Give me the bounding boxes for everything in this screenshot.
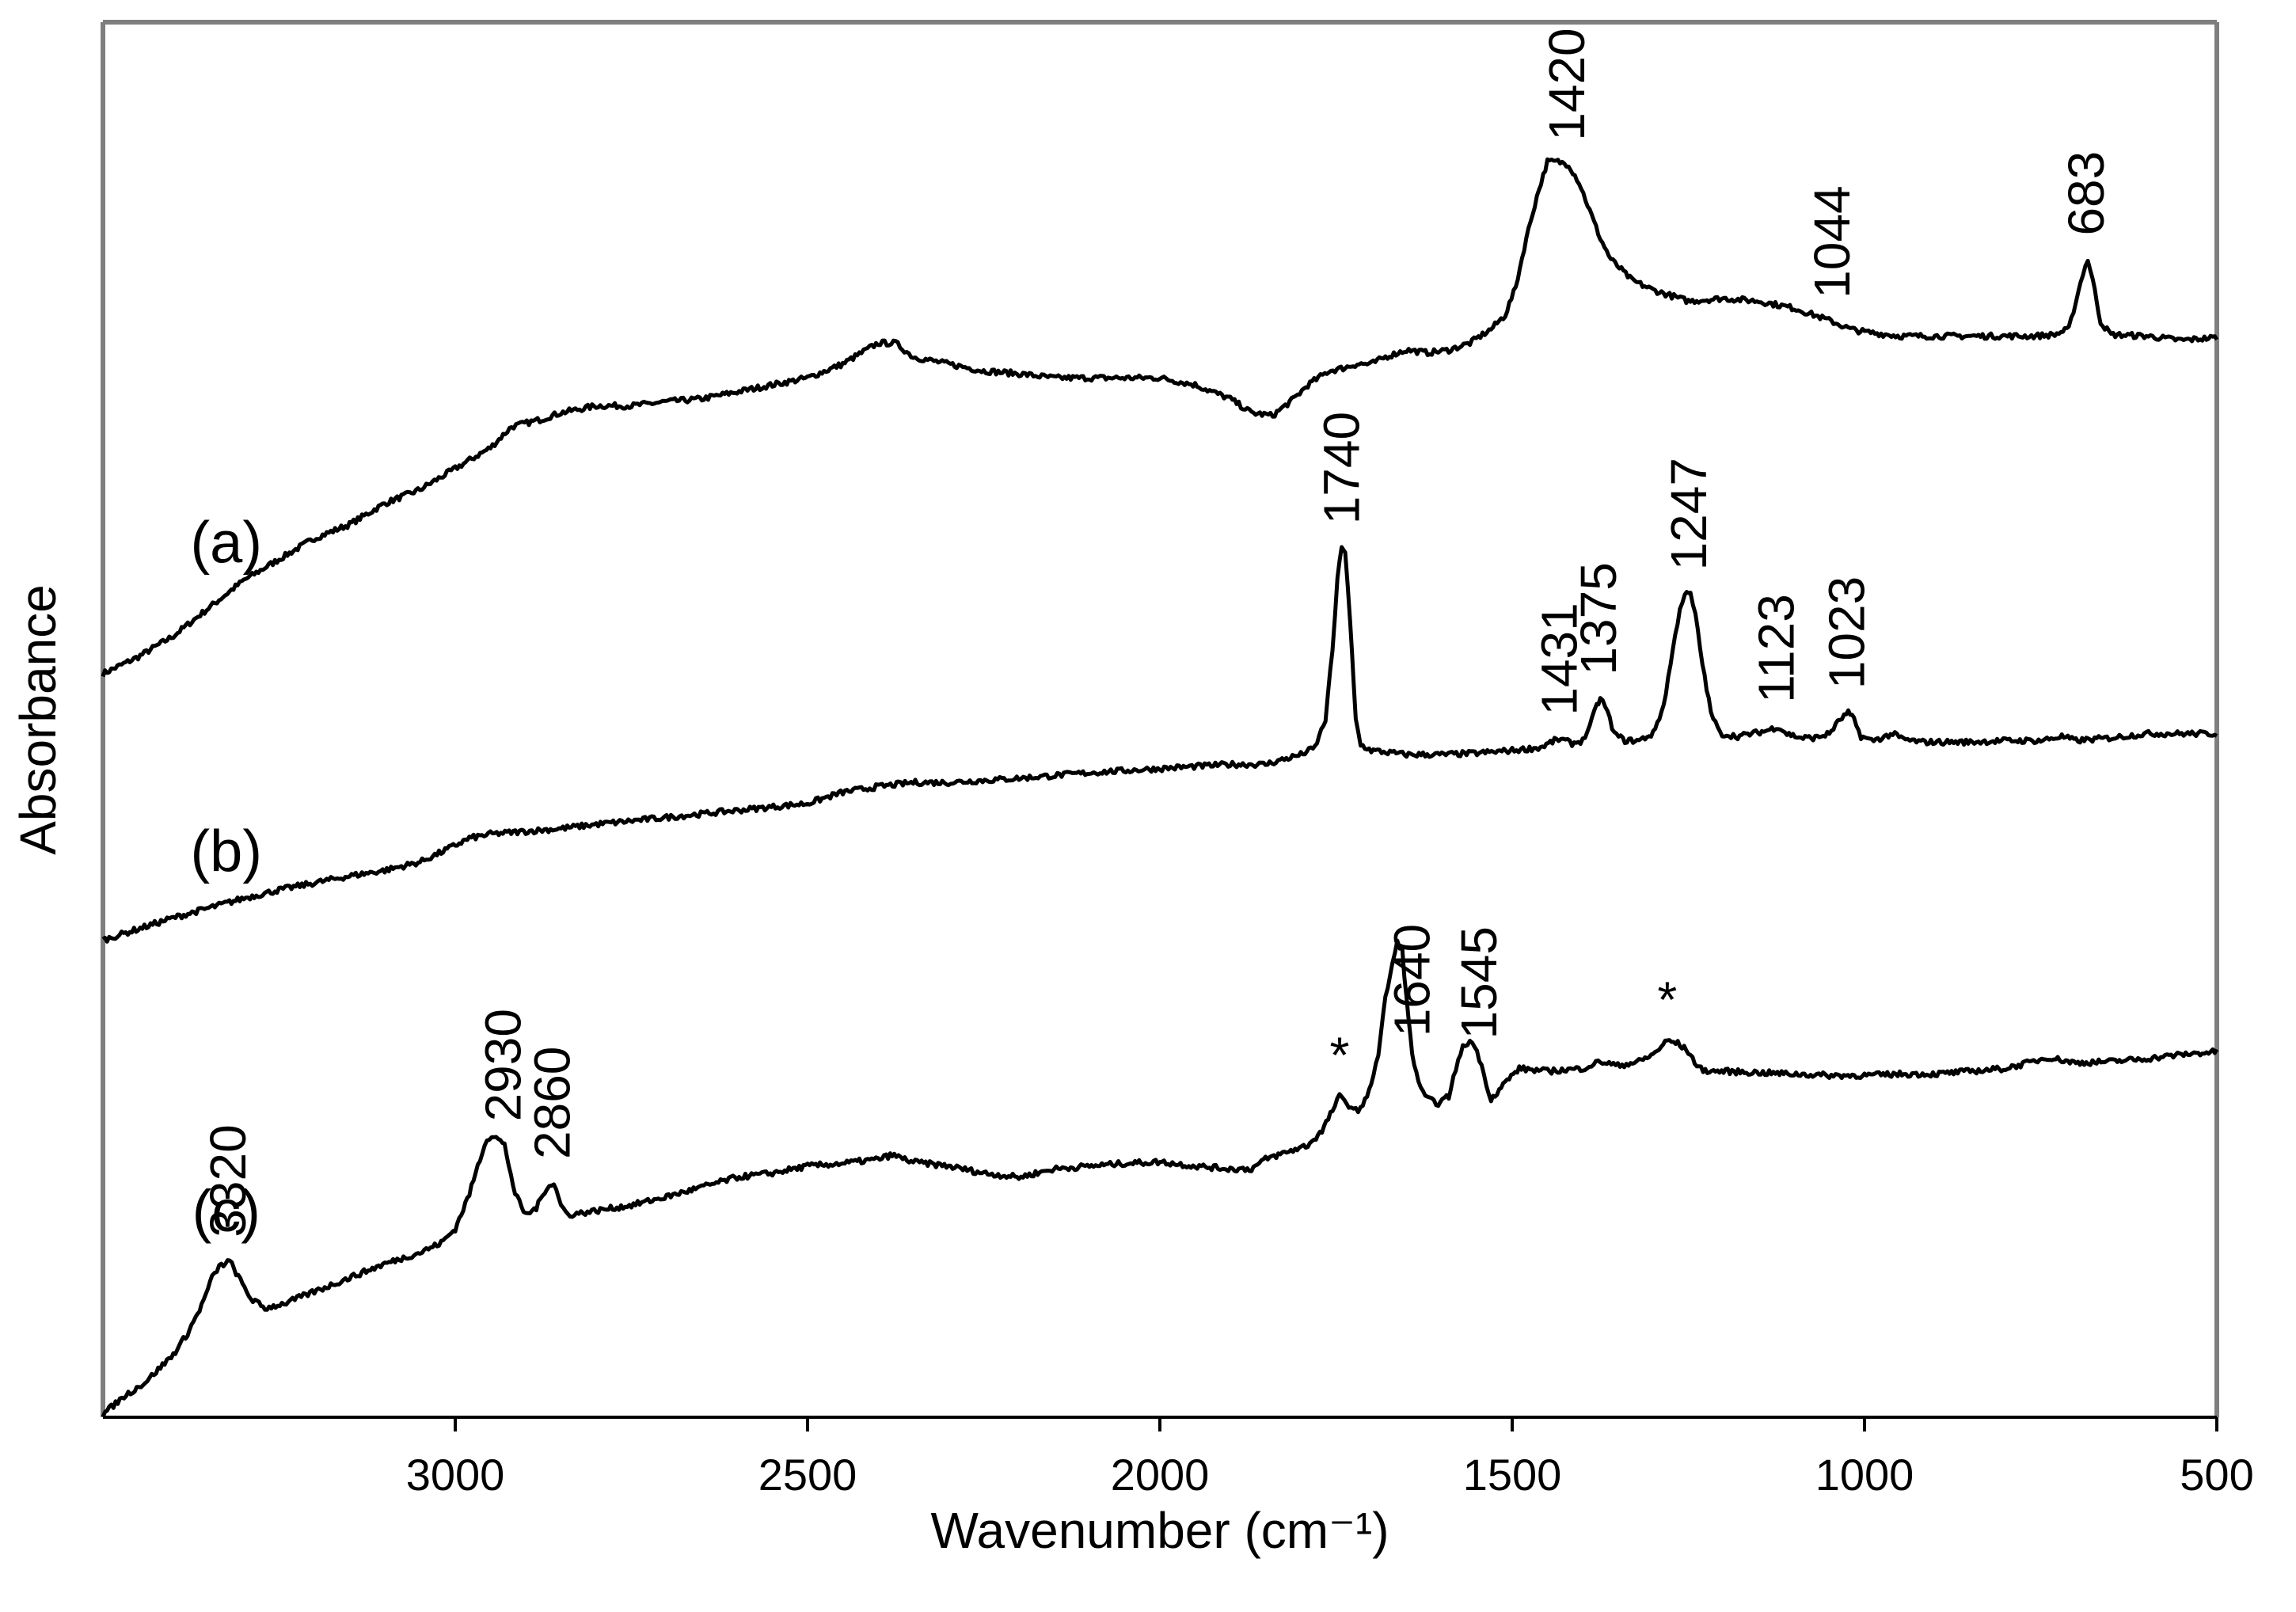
peak-label: 1044: [1804, 185, 1861, 298]
x-axis-ticks: 3000 2500 2000 1500 1000 500: [406, 1417, 2254, 1500]
x-tick-label: 1000: [1815, 1450, 1914, 1500]
peak-label: 2860: [524, 1047, 581, 1159]
series-line-c: [101, 938, 2219, 1418]
series-line-a: [101, 157, 2219, 678]
series-layer: [101, 157, 2219, 1418]
x-axis-title: Wavenumber (cm⁻¹): [930, 1502, 1389, 1559]
peak-label: 2930: [474, 1009, 531, 1121]
peak-label: 1545: [1450, 926, 1507, 1039]
series-label: (a): [191, 509, 262, 575]
peak-label: 1431: [1530, 603, 1587, 715]
x-tick-label: 2000: [1111, 1450, 1210, 1500]
asterisk-annotation: *: [1657, 971, 1677, 1028]
peak-label: 1420: [1538, 28, 1595, 140]
x-tick-label: 500: [2180, 1450, 2253, 1500]
peak-label: 1740: [1313, 412, 1370, 524]
series-line-b: [101, 545, 2218, 944]
peak-label: 1123: [1748, 594, 1805, 703]
peak-label: 1640: [1383, 924, 1440, 1036]
series-label: (c): [192, 1178, 260, 1244]
asterisk-annotation: *: [1329, 1027, 1349, 1084]
x-tick-label: 1500: [1463, 1450, 1562, 1500]
peak-label: 1375: [1570, 562, 1627, 675]
peak-label: 1247: [1660, 458, 1717, 570]
plot-frame: [101, 20, 2219, 1419]
peak-label: 683: [2058, 151, 2115, 236]
x-tick-label: 2500: [758, 1450, 857, 1500]
x-tick-label: 3000: [406, 1450, 505, 1500]
peak-label: 1023: [1819, 576, 1876, 689]
series-label: (b): [191, 819, 262, 884]
peak-label: 3320: [200, 1124, 257, 1237]
y-axis-title: Absorbance: [10, 584, 67, 855]
